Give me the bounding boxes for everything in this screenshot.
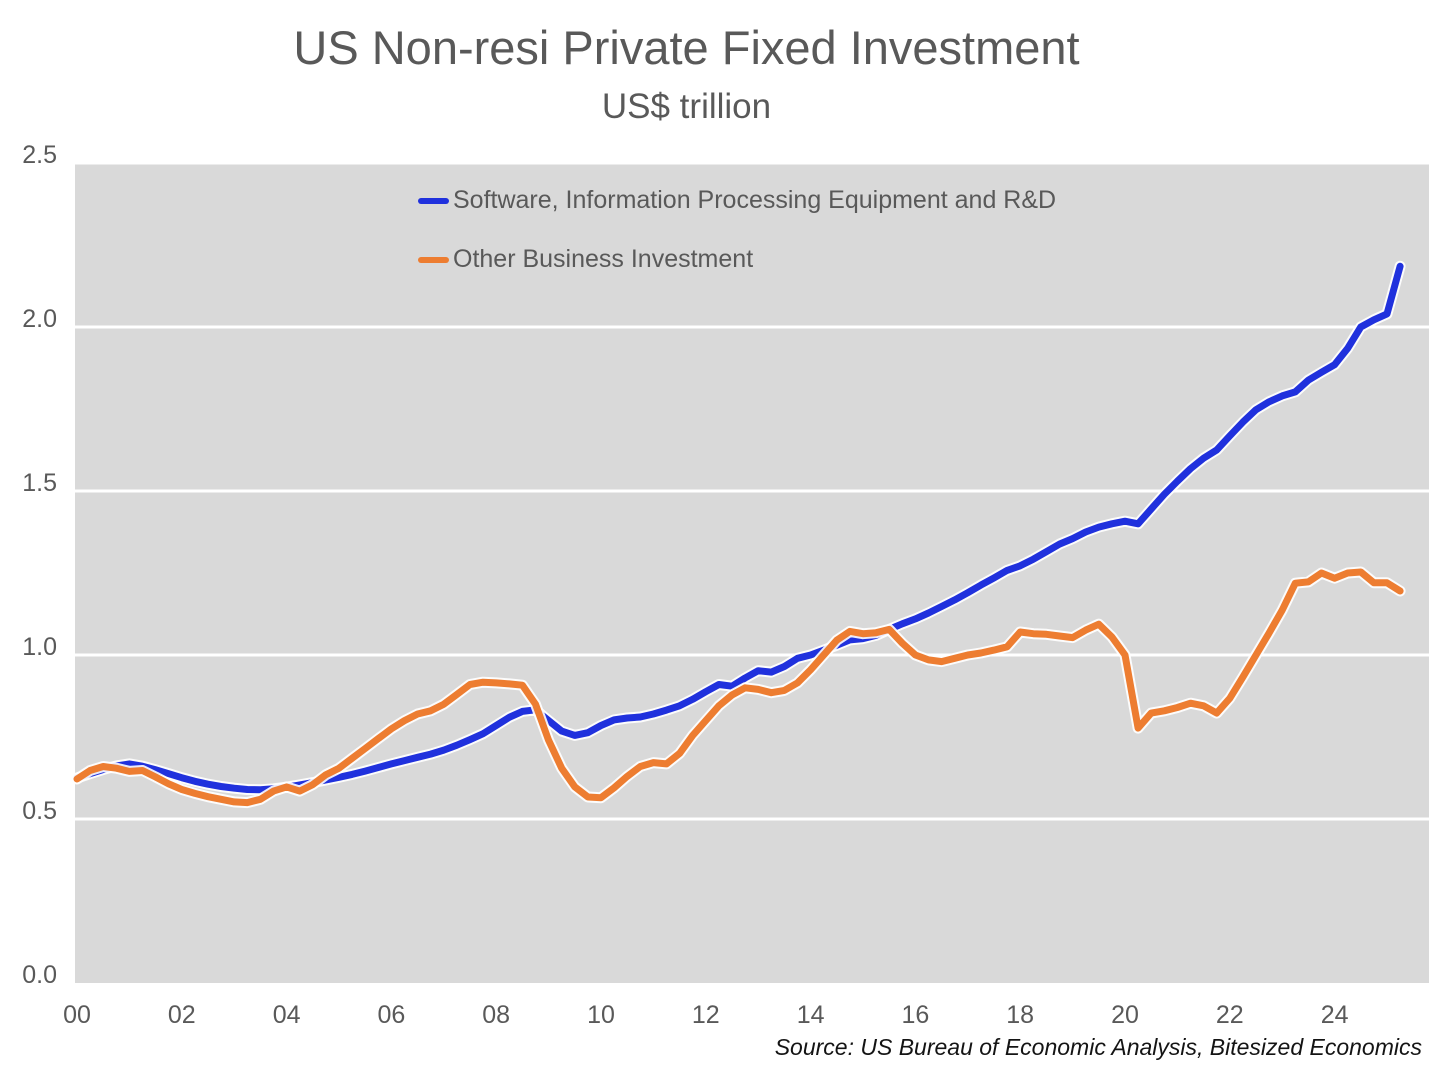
x-axis-labels: 00 02 04 06 08 10 12 14 16 18 20 22 24 <box>63 1001 1349 1029</box>
x-tick-label: 10 <box>587 1001 615 1029</box>
legend-label-other: Other Business Investment <box>453 245 754 273</box>
legend: Software, Information Processing Equipme… <box>418 186 1056 304</box>
gridlines-group <box>75 161 1429 821</box>
y-tick-label: 1.0 <box>22 633 57 661</box>
x-tick-label: 04 <box>273 1001 301 1029</box>
x-tick-label: 06 <box>377 1001 405 1029</box>
x-tick-label: 00 <box>63 1001 91 1029</box>
legend-item-other: Other Business Investment <box>418 245 1056 274</box>
source-note: Source: US Bureau of Economic Analysis, … <box>774 1034 1422 1060</box>
plot-background <box>75 163 1429 983</box>
x-tick-label: 18 <box>1006 1001 1034 1029</box>
legend-swatch-software <box>418 197 449 204</box>
x-tick-label: 08 <box>482 1001 510 1029</box>
y-axis-labels: 0.0 0.5 1.0 1.5 2.0 2.5 <box>22 141 57 989</box>
x-tick-label: 12 <box>692 1001 720 1029</box>
x-tick-label: 20 <box>1111 1001 1139 1029</box>
y-tick-label: 1.5 <box>22 469 57 497</box>
legend-item-software: Software, Information Processing Equipme… <box>418 186 1056 215</box>
y-tick-label: 0.0 <box>22 961 57 989</box>
chart-subtitle: US$ trillion <box>601 87 772 126</box>
legend-label-software: Software, Information Processing Equipme… <box>453 186 1057 214</box>
x-tick-label: 22 <box>1216 1001 1244 1029</box>
x-tick-label: 24 <box>1321 1001 1349 1029</box>
series-other-line <box>73 568 1404 807</box>
y-tick-label: 2.5 <box>22 141 57 169</box>
y-tick-label: 2.0 <box>22 305 57 333</box>
y-tick-label: 0.5 <box>22 797 57 825</box>
x-tick-label: 02 <box>168 1001 196 1029</box>
x-tick-label: 16 <box>901 1001 929 1029</box>
legend-swatch-other <box>418 256 449 263</box>
chart-title: US Non-resi Private Fixed Investment <box>293 21 1080 74</box>
x-tick-label: 14 <box>797 1001 825 1029</box>
series-group <box>71 260 1406 809</box>
